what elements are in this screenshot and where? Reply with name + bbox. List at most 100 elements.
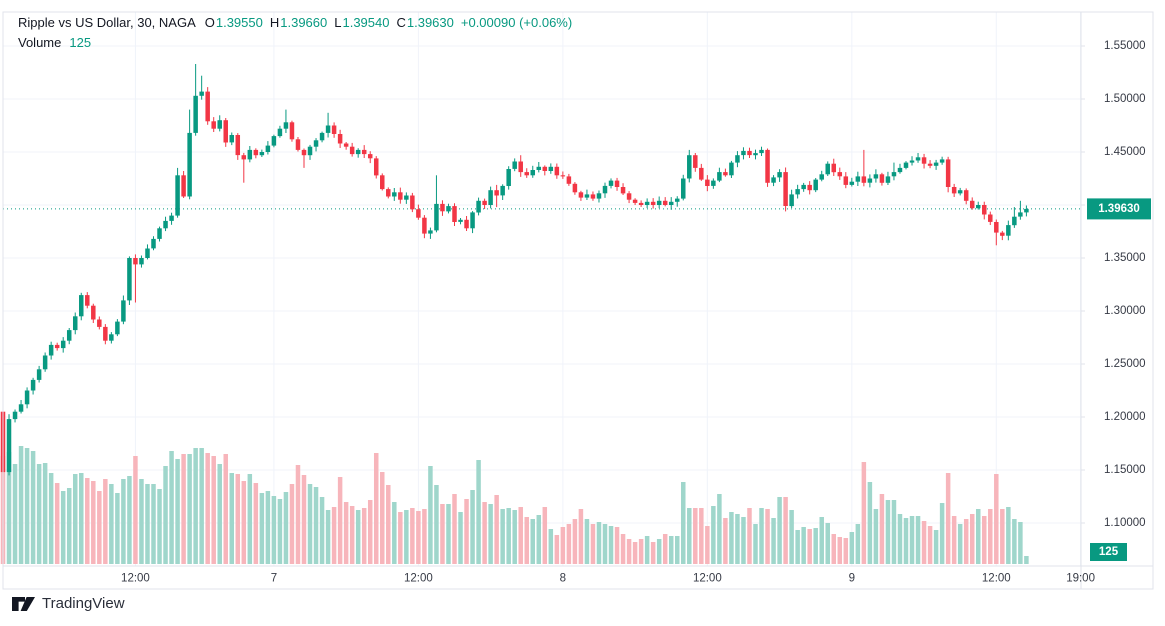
chart-pane[interactable] [3, 12, 1081, 566]
candle [596, 190, 602, 203]
volume-bar [687, 508, 692, 564]
volume-bar [789, 510, 794, 564]
candle [638, 200, 644, 207]
volume-bar [837, 537, 843, 564]
candle [711, 178, 716, 189]
volume-bar [957, 524, 963, 564]
volume-bar [951, 516, 957, 564]
candle [193, 64, 198, 136]
candle [482, 198, 487, 209]
volume-bar [897, 514, 903, 564]
volume-bar [253, 483, 259, 564]
volume-bar [1000, 509, 1005, 564]
candle [939, 156, 945, 165]
volume-layer [0, 446, 1029, 564]
price-tick-label: 1.30000 [1104, 305, 1146, 317]
candle [542, 165, 548, 176]
candle [343, 142, 349, 150]
tradingview-brand-link[interactable]: TradingView [12, 595, 125, 612]
candle [127, 256, 132, 305]
volume-bar [6, 452, 12, 564]
candle [145, 244, 150, 260]
volume-bar [319, 497, 325, 564]
volume-bar [819, 517, 824, 564]
candle [674, 196, 680, 207]
candle [699, 163, 704, 181]
candle [452, 203, 457, 226]
volume-bar [693, 508, 698, 564]
candle [885, 171, 891, 185]
candle [795, 184, 800, 199]
volume-bar [386, 485, 391, 564]
volume-bar [921, 521, 927, 564]
candle [837, 167, 843, 180]
volume-bar [584, 519, 590, 564]
candle [1012, 207, 1017, 228]
volume-bar [54, 483, 60, 564]
candle [259, 149, 265, 157]
symbol-title[interactable]: Ripple vs US Dollar, 30, NAGA [18, 15, 196, 30]
volume-bar [199, 448, 204, 564]
candle [175, 167, 180, 218]
volume-bar [18, 446, 24, 564]
volume-label: Volume [18, 35, 62, 50]
candle [42, 352, 48, 372]
price-tick-label: 1.25000 [1104, 358, 1146, 370]
volume-bar [723, 518, 728, 564]
candle [295, 137, 301, 152]
time-axis[interactable] [3, 566, 1081, 589]
candle [693, 153, 698, 172]
volume-bar [873, 509, 879, 564]
candle [181, 171, 186, 198]
candle [392, 188, 397, 201]
volume-bar [109, 484, 114, 564]
volume-bar [85, 478, 90, 564]
candle [988, 211, 993, 225]
change-value: +0.00090 (+0.06%) [460, 15, 573, 30]
candle [66, 328, 72, 345]
volume-bar [181, 454, 186, 564]
candle [548, 163, 554, 174]
volume-bar [440, 504, 445, 564]
volume-bar [699, 508, 704, 564]
candle [271, 134, 277, 148]
volume-bar [145, 484, 150, 564]
high-value: 1.39660 [280, 15, 328, 30]
volume-bar [157, 489, 162, 564]
volume-bar [97, 491, 102, 564]
volume-bar [241, 481, 247, 564]
candle [121, 295, 126, 325]
volume-bar [903, 518, 909, 564]
volume-bar [410, 508, 415, 564]
volume-bar [205, 453, 210, 564]
candle [217, 115, 222, 132]
candle [434, 175, 439, 233]
candle [6, 414, 12, 476]
candle [494, 184, 499, 208]
volume-bar [711, 506, 716, 564]
volume-bar [771, 518, 776, 564]
time-tick-label: 7 [271, 573, 277, 585]
candle [747, 147, 752, 158]
legend: Ripple vs US Dollar, 30, NAGA O 1.39550 … [18, 13, 572, 53]
candle [60, 337, 66, 353]
volume-bar [48, 473, 54, 564]
volume-bar [217, 464, 222, 564]
candle [283, 109, 289, 133]
volume-bar [380, 472, 385, 564]
tradingview-brand-text: TradingView [42, 595, 125, 612]
candle [361, 145, 367, 158]
candle [349, 142, 355, 157]
price-axis[interactable] [1081, 12, 1153, 589]
volume-bar [891, 500, 897, 564]
candle [975, 201, 981, 210]
candle [355, 148, 361, 158]
candle [223, 118, 228, 147]
price-tick-label: 1.45000 [1104, 146, 1146, 158]
candle [36, 365, 42, 383]
volume-bar [885, 500, 891, 564]
candle [79, 292, 84, 321]
candle [103, 324, 108, 345]
candle [91, 303, 96, 323]
